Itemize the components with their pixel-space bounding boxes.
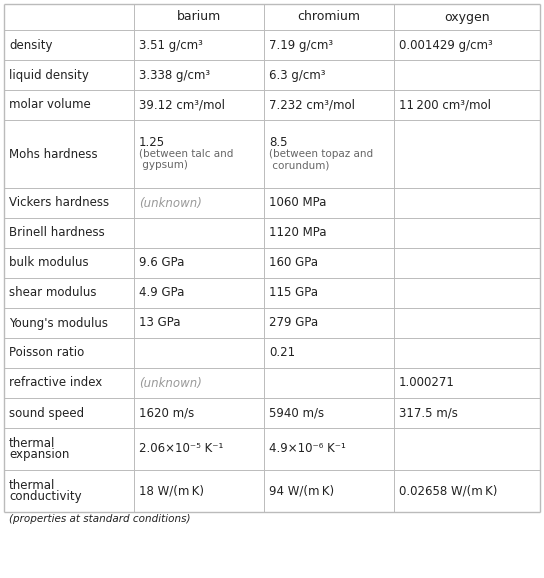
Text: 2.06×10⁻⁵ K⁻¹: 2.06×10⁻⁵ K⁻¹ bbox=[139, 443, 224, 455]
Text: 3.51 g/cm³: 3.51 g/cm³ bbox=[139, 39, 203, 51]
Text: 0.001429 g/cm³: 0.001429 g/cm³ bbox=[399, 39, 493, 51]
Text: 11 200 cm³/mol: 11 200 cm³/mol bbox=[399, 98, 491, 112]
Text: conductivity: conductivity bbox=[9, 490, 82, 503]
Text: liquid density: liquid density bbox=[9, 69, 89, 81]
Text: 115 GPa: 115 GPa bbox=[269, 287, 318, 299]
Text: 279 GPa: 279 GPa bbox=[269, 317, 318, 329]
Text: 5940 m/s: 5940 m/s bbox=[269, 406, 324, 420]
Text: 1620 m/s: 1620 m/s bbox=[139, 406, 194, 420]
Text: 1.000271: 1.000271 bbox=[399, 376, 455, 390]
Text: (properties at standard conditions): (properties at standard conditions) bbox=[9, 514, 190, 524]
Text: 0.02658 W/(m K): 0.02658 W/(m K) bbox=[399, 484, 497, 498]
Text: molar volume: molar volume bbox=[9, 98, 91, 112]
Text: bulk modulus: bulk modulus bbox=[9, 257, 89, 269]
Text: Brinell hardness: Brinell hardness bbox=[9, 227, 105, 239]
Text: barium: barium bbox=[177, 10, 221, 24]
Text: chromium: chromium bbox=[298, 10, 361, 24]
Text: 160 GPa: 160 GPa bbox=[269, 257, 318, 269]
Text: 317.5 m/s: 317.5 m/s bbox=[399, 406, 458, 420]
Text: thermal: thermal bbox=[9, 479, 55, 492]
Text: Poisson ratio: Poisson ratio bbox=[9, 346, 84, 360]
Text: expansion: expansion bbox=[9, 448, 70, 461]
Text: 4.9 GPa: 4.9 GPa bbox=[139, 287, 184, 299]
Text: 94 W/(m K): 94 W/(m K) bbox=[269, 484, 334, 498]
Text: thermal: thermal bbox=[9, 437, 55, 450]
Text: corundum): corundum) bbox=[269, 160, 329, 170]
Text: Young's modulus: Young's modulus bbox=[9, 317, 108, 329]
Text: 18 W/(m K): 18 W/(m K) bbox=[139, 484, 204, 498]
Text: shear modulus: shear modulus bbox=[9, 287, 96, 299]
Text: (unknown): (unknown) bbox=[139, 197, 202, 209]
Text: gypsum): gypsum) bbox=[139, 160, 188, 170]
Text: 7.19 g/cm³: 7.19 g/cm³ bbox=[269, 39, 333, 51]
Text: 1060 MPa: 1060 MPa bbox=[269, 197, 326, 209]
Text: 3.338 g/cm³: 3.338 g/cm³ bbox=[139, 69, 210, 81]
Text: 8.5: 8.5 bbox=[269, 136, 287, 150]
Text: 1.25: 1.25 bbox=[139, 136, 165, 150]
Text: 1120 MPa: 1120 MPa bbox=[269, 227, 326, 239]
Text: 7.232 cm³/mol: 7.232 cm³/mol bbox=[269, 98, 355, 112]
Text: 9.6 GPa: 9.6 GPa bbox=[139, 257, 184, 269]
Text: refractive index: refractive index bbox=[9, 376, 102, 390]
Text: sound speed: sound speed bbox=[9, 406, 84, 420]
Text: Vickers hardness: Vickers hardness bbox=[9, 197, 109, 209]
Text: 6.3 g/cm³: 6.3 g/cm³ bbox=[269, 69, 325, 81]
Text: oxygen: oxygen bbox=[444, 10, 490, 24]
Text: 0.21: 0.21 bbox=[269, 346, 295, 360]
Text: 13 GPa: 13 GPa bbox=[139, 317, 181, 329]
Text: (between topaz and: (between topaz and bbox=[269, 149, 373, 159]
Text: (unknown): (unknown) bbox=[139, 376, 202, 390]
Text: Mohs hardness: Mohs hardness bbox=[9, 147, 97, 161]
Text: (between talc and: (between talc and bbox=[139, 149, 233, 159]
Text: 4.9×10⁻⁶ K⁻¹: 4.9×10⁻⁶ K⁻¹ bbox=[269, 443, 346, 455]
Text: 39.12 cm³/mol: 39.12 cm³/mol bbox=[139, 98, 225, 112]
Text: density: density bbox=[9, 39, 53, 51]
